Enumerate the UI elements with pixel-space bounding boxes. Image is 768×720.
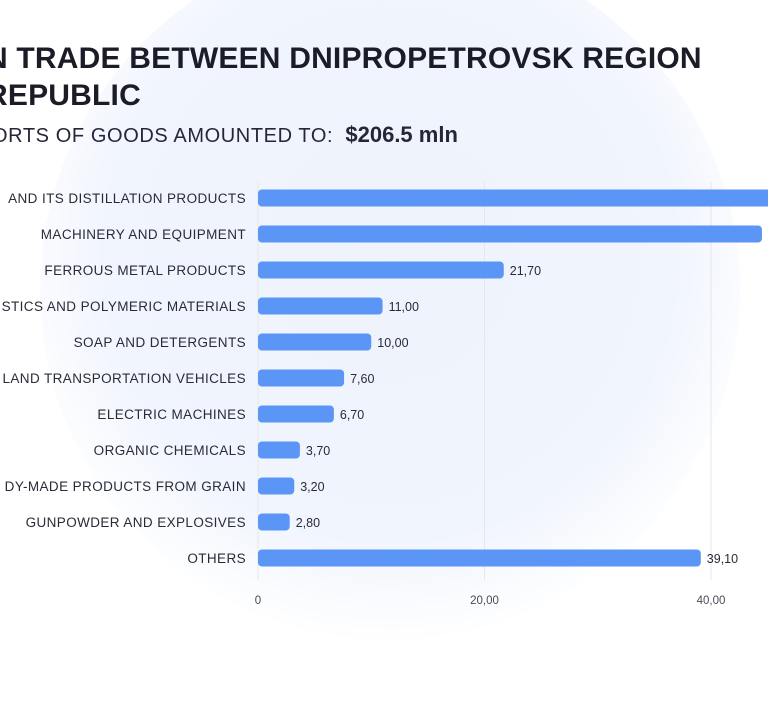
background-blob [40, 0, 740, 640]
category-labels: AND ITS DISTILLATION PRODUCTS MACHINERY A… [2, 191, 246, 566]
category-label: OTHERS [187, 551, 246, 566]
category-label: SOAP AND DETERGENTS [74, 335, 246, 350]
category-label: ORGANIC CHEMICALS [94, 443, 246, 458]
bar [258, 297, 383, 315]
chart-title-line-2: REPUBLIC [0, 79, 141, 112]
value-label: 3,20 [300, 480, 324, 494]
bar [258, 333, 372, 351]
bar [258, 225, 762, 243]
value-label: 11,00 [389, 300, 419, 314]
category-label: LAND TRANSPORTATION VEHICLES [2, 371, 246, 386]
chart-title-line-1: N TRADE BETWEEN DNIPROPETROVSK REGION [0, 42, 702, 75]
bars [258, 189, 768, 567]
bar [258, 369, 345, 387]
x-tick-label: 20,00 [470, 595, 499, 607]
bar [258, 405, 334, 423]
category-label: MACHINERY AND EQUIPMENT [41, 227, 246, 242]
bar [258, 261, 504, 279]
category-label: AND ITS DISTILLATION PRODUCTS [8, 191, 246, 206]
subtitle-amount: $206.5 mln [345, 122, 458, 147]
value-label: 7,60 [350, 372, 374, 386]
value-label: 6,70 [340, 408, 364, 422]
category-label: DY-MADE PRODUCTS FROM GRAIN [5, 479, 246, 494]
bar [258, 441, 300, 459]
value-label: 21,70 [510, 264, 541, 278]
category-label: ELECTRIC MACHINES [97, 407, 246, 422]
x-axis-ticks: 0 20,00 40,00 [255, 595, 726, 607]
value-label: 39,10 [707, 552, 738, 566]
category-label: GUNPOWDER AND EXPLOSIVES [26, 515, 246, 530]
value-label: 3,70 [306, 444, 330, 458]
x-tick-label: 0 [255, 595, 261, 607]
category-label: FERROUS METAL PRODUCTS [44, 263, 246, 278]
value-label: 10,00 [377, 336, 408, 350]
chart-title: N TRADE BETWEEN DNIPROPETROVSK REGION RE… [0, 40, 702, 114]
x-tick-label: 40,00 [697, 595, 726, 607]
chart-subtitle: ORTS OF GOODS AMOUNTED TO: $206.5 mln [0, 122, 458, 148]
bar [258, 477, 295, 495]
bar [258, 549, 701, 567]
subtitle-text: ORTS OF GOODS AMOUNTED TO: [0, 125, 334, 147]
bar [258, 513, 290, 531]
category-label: STICS AND POLYMERIC MATERIALS [2, 299, 246, 314]
bar [258, 189, 768, 207]
value-labels: 421,7011,0010,007,606,703,703,202,8039,1… [296, 228, 768, 566]
value-label: 2,80 [296, 516, 320, 530]
